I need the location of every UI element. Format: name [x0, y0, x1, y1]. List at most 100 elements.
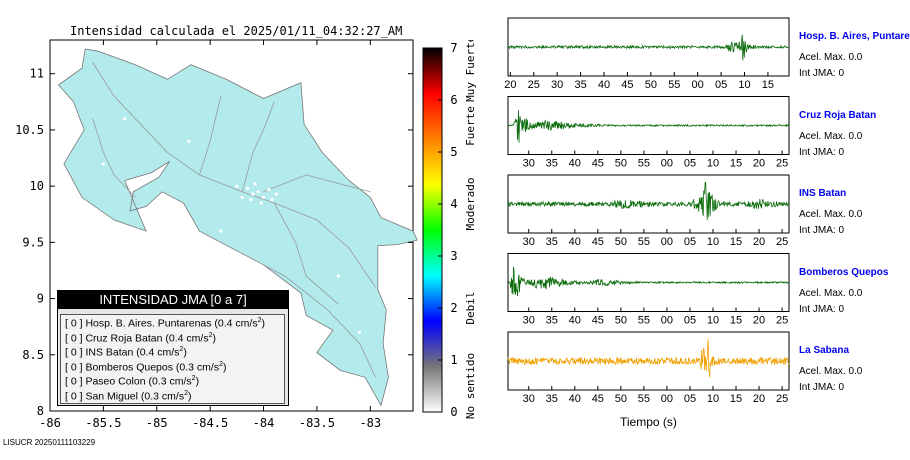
map-title: Intensidad calculada el 2025/01/11_04:32… [70, 24, 403, 38]
x-tick-label: -85.5 [85, 416, 121, 430]
y-tick-label: 10.5 [15, 123, 44, 137]
x-tick-label: -84 [253, 416, 275, 430]
legend-list: [ 0 ] Hosp. B. Aires. Puntarenas (0.4 cm… [60, 314, 285, 404]
legend-accel: (0.3 cm/s [175, 361, 220, 374]
seismogram-tick-label: 25 [776, 236, 788, 248]
seismogram-tick-label: 15 [730, 393, 742, 405]
road-line [199, 230, 376, 378]
y-tick-label: 9.5 [22, 235, 44, 249]
station-dot [235, 184, 239, 188]
legend-row: [ 0 ] Paseo Colon (0.3 cm/s2) [65, 375, 199, 388]
colorbar-tick-label: 1 [450, 353, 457, 367]
seismogram-tick-label: 10 [707, 236, 719, 248]
colorbar-tick-label: 3 [450, 249, 457, 263]
station-name: La Sabana [799, 345, 850, 356]
legend-accel-close: ) [183, 346, 187, 359]
seismogram-tick-label: 20 [753, 158, 765, 170]
seismogram-tick-label: 50 [645, 79, 657, 91]
x-tick-label: -85 [146, 416, 168, 430]
road-line [273, 202, 339, 305]
seismogram-tick-label: 05 [684, 236, 696, 248]
station-name: Hosp. B. Aires, Puntare [799, 31, 910, 42]
station-jma-intensity: Int JMA: 0 [799, 146, 845, 158]
seismogram-panels: 20 25 30 35 40 45 50 55 00 05 10 15 30 35 40 45 50 55 00 05… [504, 17, 790, 405]
legend-accel-exp: 2 [219, 360, 223, 368]
station-dot [101, 162, 105, 166]
seismogram-tick-label: 25 [528, 79, 540, 91]
station-jma-intensity: Int JMA: 0 [799, 68, 845, 79]
seismogram-tick-label: 55 [638, 236, 650, 248]
seismogram-trace [507, 181, 790, 220]
legend-level: [ 0 ] [65, 332, 86, 345]
station-accel-max: Acel. Max. 0.0 [799, 209, 863, 220]
seismogram-tick-label: 35 [546, 315, 558, 327]
station-dot [219, 229, 223, 233]
seismogram-tick-label: 55 [668, 79, 680, 91]
colorbar-tick-label: 2 [450, 301, 457, 315]
colorbar-category-label: Moderado [464, 178, 477, 231]
colorbar-tick-label: 7 [450, 41, 457, 55]
road-line [92, 62, 376, 288]
seismogram-tick-label: 40 [569, 315, 581, 327]
seismogram-tick-label: 55 [638, 393, 650, 405]
seismogram-tick-label: 15 [762, 79, 774, 91]
station-jma-intensity: Int JMA: 0 [799, 303, 845, 315]
colorbar-gradient [422, 47, 443, 413]
legend-row: [ 0 ] Cruz Roja Batan (0.4 cm/s2) [65, 332, 216, 345]
seismogram-tick-label: 05 [684, 315, 696, 327]
legend-level: [ 0 ] [65, 361, 86, 374]
station-accel-max: Acel. Max. 0.0 [799, 287, 863, 299]
legend-station: INS Batan [85, 346, 137, 359]
seismogram-tick-label: 10 [707, 158, 719, 170]
seismogram-tick-label: 35 [546, 393, 558, 405]
legend-accel-close: ) [212, 332, 217, 345]
seismogram-tick-label: 20 [753, 236, 765, 248]
seismogram-tick-label: 50 [615, 315, 627, 327]
station-dot [187, 139, 191, 143]
seismogram-tick-label: 40 [598, 79, 610, 91]
intensity-legend: INTENSIDAD JMA [0 a 7] [ 0 ] Hosp. B. Ai… [57, 290, 289, 406]
y-tick-label: 8 [37, 404, 44, 418]
seismogram-tick-label: 55 [638, 158, 650, 170]
legend-accel-exp: 2 [184, 390, 188, 397]
legend-station: San Miguel [85, 390, 141, 403]
legend-title: INTENSIDAD JMA [0 a 7] [58, 291, 288, 309]
station-name: INS Batan [799, 188, 847, 199]
seismogram-tick-label: 30 [523, 315, 535, 327]
seismogram-tick-label: 35 [574, 79, 586, 91]
colorbar-tick-label: 5 [450, 145, 457, 159]
seismogram-tick-label: 20 [753, 393, 765, 405]
colorbar-category-label: Debil [464, 291, 477, 324]
legend-station: Hosp. B. Aires. Puntarenas [85, 317, 215, 330]
seismogram-tick-label: 30 [523, 236, 535, 248]
legend-level: [ 0 ] [65, 346, 86, 359]
station-dot [259, 201, 263, 205]
legend-accel-close: ) [223, 361, 227, 374]
seismogram-tick-label: 10 [738, 79, 750, 91]
seismogram-tick-label: 45 [592, 315, 604, 327]
seismogram-trace [507, 110, 790, 143]
colorbar-tick-label: 6 [450, 93, 457, 107]
station-accel-max: Acel. Max. 0.0 [799, 130, 863, 142]
legend-accel-exp: 2 [208, 331, 213, 339]
station-dot [261, 195, 266, 199]
station-name: Cruz Roja Batan [799, 109, 877, 121]
seismogram-tick-label: 15 [730, 158, 742, 170]
legend-station: Paseo Colon [85, 375, 149, 388]
seismogram-trace [507, 34, 790, 61]
seismogram-tick-label: 30 [523, 158, 535, 170]
y-tick-label: 9 [37, 292, 44, 306]
station-dot [240, 195, 244, 199]
station-dot [251, 192, 255, 196]
legend-station: Bomberos Quepos [85, 361, 176, 374]
seismogram-tick-label: 40 [569, 158, 581, 170]
seismogram-tick-label: 10 [707, 315, 719, 327]
station-accel-max: Acel. Max. 0.0 [799, 366, 863, 377]
road-line [263, 174, 371, 193]
seismogram-tick-label: 00 [661, 158, 673, 170]
time-axis-label: Tiempo (s) [620, 415, 677, 429]
y-tick-label: 11 [30, 67, 44, 81]
seismogram-tick-label: 50 [615, 393, 627, 405]
seismogram-tick-label: 40 [569, 393, 581, 405]
seismogram-tick-label: 00 [692, 79, 704, 91]
